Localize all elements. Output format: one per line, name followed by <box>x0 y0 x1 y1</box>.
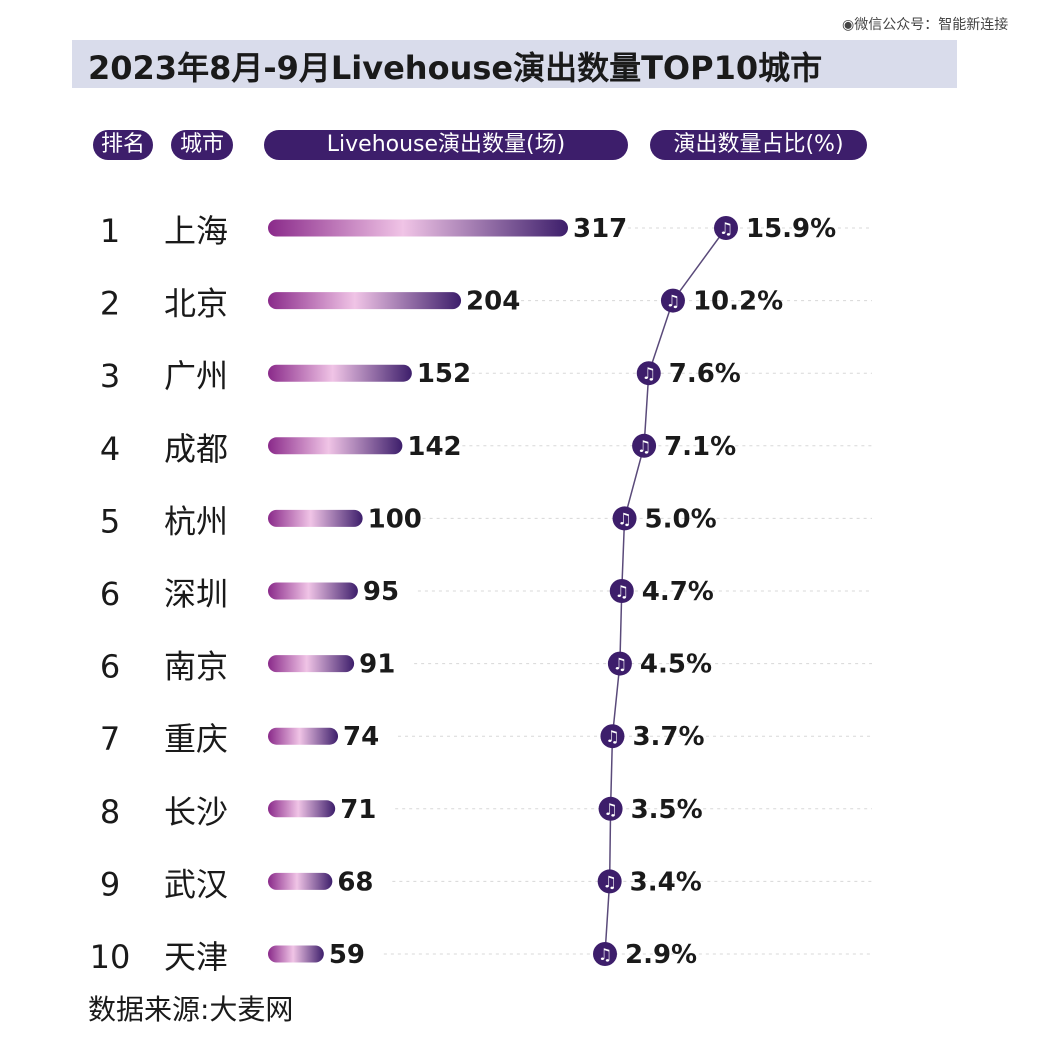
share-value-label: 7.6% <box>669 359 741 389</box>
count-value-label: 91 <box>359 650 395 680</box>
city-header: 城市 <box>171 130 233 160</box>
music-note-glyph: ♫ <box>642 364 656 383</box>
city-label: 成都 <box>164 430 228 468</box>
share-value-label: 3.4% <box>630 867 702 897</box>
count-bar <box>268 872 333 890</box>
rank-label: 2 <box>100 285 120 323</box>
city-label: 深圳 <box>164 575 228 613</box>
count-value-label: 204 <box>466 287 520 317</box>
music-note-glyph: ♫ <box>666 292 680 311</box>
rank-label: 6 <box>100 575 120 613</box>
count-bar <box>268 437 403 455</box>
share-value-label: 3.5% <box>631 795 703 825</box>
rank-label: 1 <box>100 212 120 250</box>
music-note-icon <box>598 796 623 821</box>
music-note-icon <box>632 433 657 458</box>
rank-label: 4 <box>100 430 120 468</box>
music-note-icon <box>607 651 632 676</box>
count-value-label: 152 <box>417 359 471 389</box>
count-bar <box>268 364 412 382</box>
music-note-glyph: ♫ <box>605 727 619 746</box>
share-value-label: 4.5% <box>640 650 712 680</box>
rank-label: 7 <box>100 720 120 758</box>
data-source: 数据来源:大麦网 <box>88 993 294 1026</box>
music-note-glyph: ♫ <box>637 437 651 456</box>
count-value-label: 95 <box>363 577 399 607</box>
rank-label: 3 <box>100 357 120 395</box>
title-band <box>72 40 957 88</box>
count-bar <box>268 800 336 818</box>
music-note-icon <box>612 506 637 531</box>
count-value-label: 100 <box>368 504 422 534</box>
chart-title: 2023年8月-9月Livehouse演出数量TOP10城市 <box>88 49 823 87</box>
music-note-icon <box>609 579 634 603</box>
count-bar <box>268 655 355 673</box>
music-note-glyph: ♫ <box>603 800 617 819</box>
share-value-label: 7.1% <box>664 432 736 462</box>
count-value-label: 74 <box>343 722 379 752</box>
share-value-label: 2.9% <box>625 940 697 970</box>
music-note-icon <box>636 361 661 386</box>
rank-label: 8 <box>100 793 120 831</box>
music-note-glyph: ♫ <box>598 945 612 964</box>
count-value-label: 142 <box>407 432 461 462</box>
share-value-label: 5.0% <box>645 504 717 534</box>
music-note-glyph: ♫ <box>719 219 733 238</box>
music-note-icon <box>600 724 625 749</box>
city-label: 北京 <box>164 285 228 323</box>
share-header: 演出数量占比(%) <box>650 130 867 160</box>
count-value-label: 317 <box>573 214 627 244</box>
music-note-icon <box>714 216 738 240</box>
share-value-label: 4.7% <box>642 577 714 607</box>
rank-label: 5 <box>100 502 120 540</box>
count-value-label: 71 <box>340 795 376 825</box>
rank-label: 6 <box>100 648 120 686</box>
count-bar <box>268 945 324 963</box>
city-label: 上海 <box>164 212 228 250</box>
count-bar <box>268 582 358 600</box>
music-note-glyph: ♫ <box>617 509 631 528</box>
music-note-glyph: ♫ <box>615 582 629 601</box>
music-note-icon <box>597 869 622 894</box>
rank-label: 9 <box>100 865 120 903</box>
music-note-icon <box>593 942 617 966</box>
count-value-label: 68 <box>337 867 373 897</box>
city-label: 长沙 <box>164 793 228 831</box>
city-label: 广州 <box>164 357 228 395</box>
rank-label: 10 <box>90 938 131 976</box>
count-bar <box>268 509 363 527</box>
city-label: 杭州 <box>164 502 228 540</box>
share-value-label: 3.7% <box>632 722 704 752</box>
watermark: ◉微信公众号：智能新连接 <box>842 17 1009 33</box>
count-bar <box>268 219 568 237</box>
city-label: 南京 <box>164 648 228 686</box>
rank-header: 排名 <box>93 130 153 160</box>
city-label: 武汉 <box>164 865 228 903</box>
music-note-glyph: ♫ <box>613 655 627 674</box>
city-label: 天津 <box>164 938 228 976</box>
city-label: 重庆 <box>164 720 228 758</box>
count-header: Livehouse演出数量(场) <box>264 130 628 160</box>
count-bar <box>268 292 462 310</box>
share-value-label: 10.2% <box>693 287 783 317</box>
music-note-icon <box>660 288 685 313</box>
count-value-label: 59 <box>329 940 365 970</box>
share-value-label: 15.9% <box>746 214 836 244</box>
count-bar <box>268 727 339 745</box>
music-note-glyph: ♫ <box>602 872 616 891</box>
